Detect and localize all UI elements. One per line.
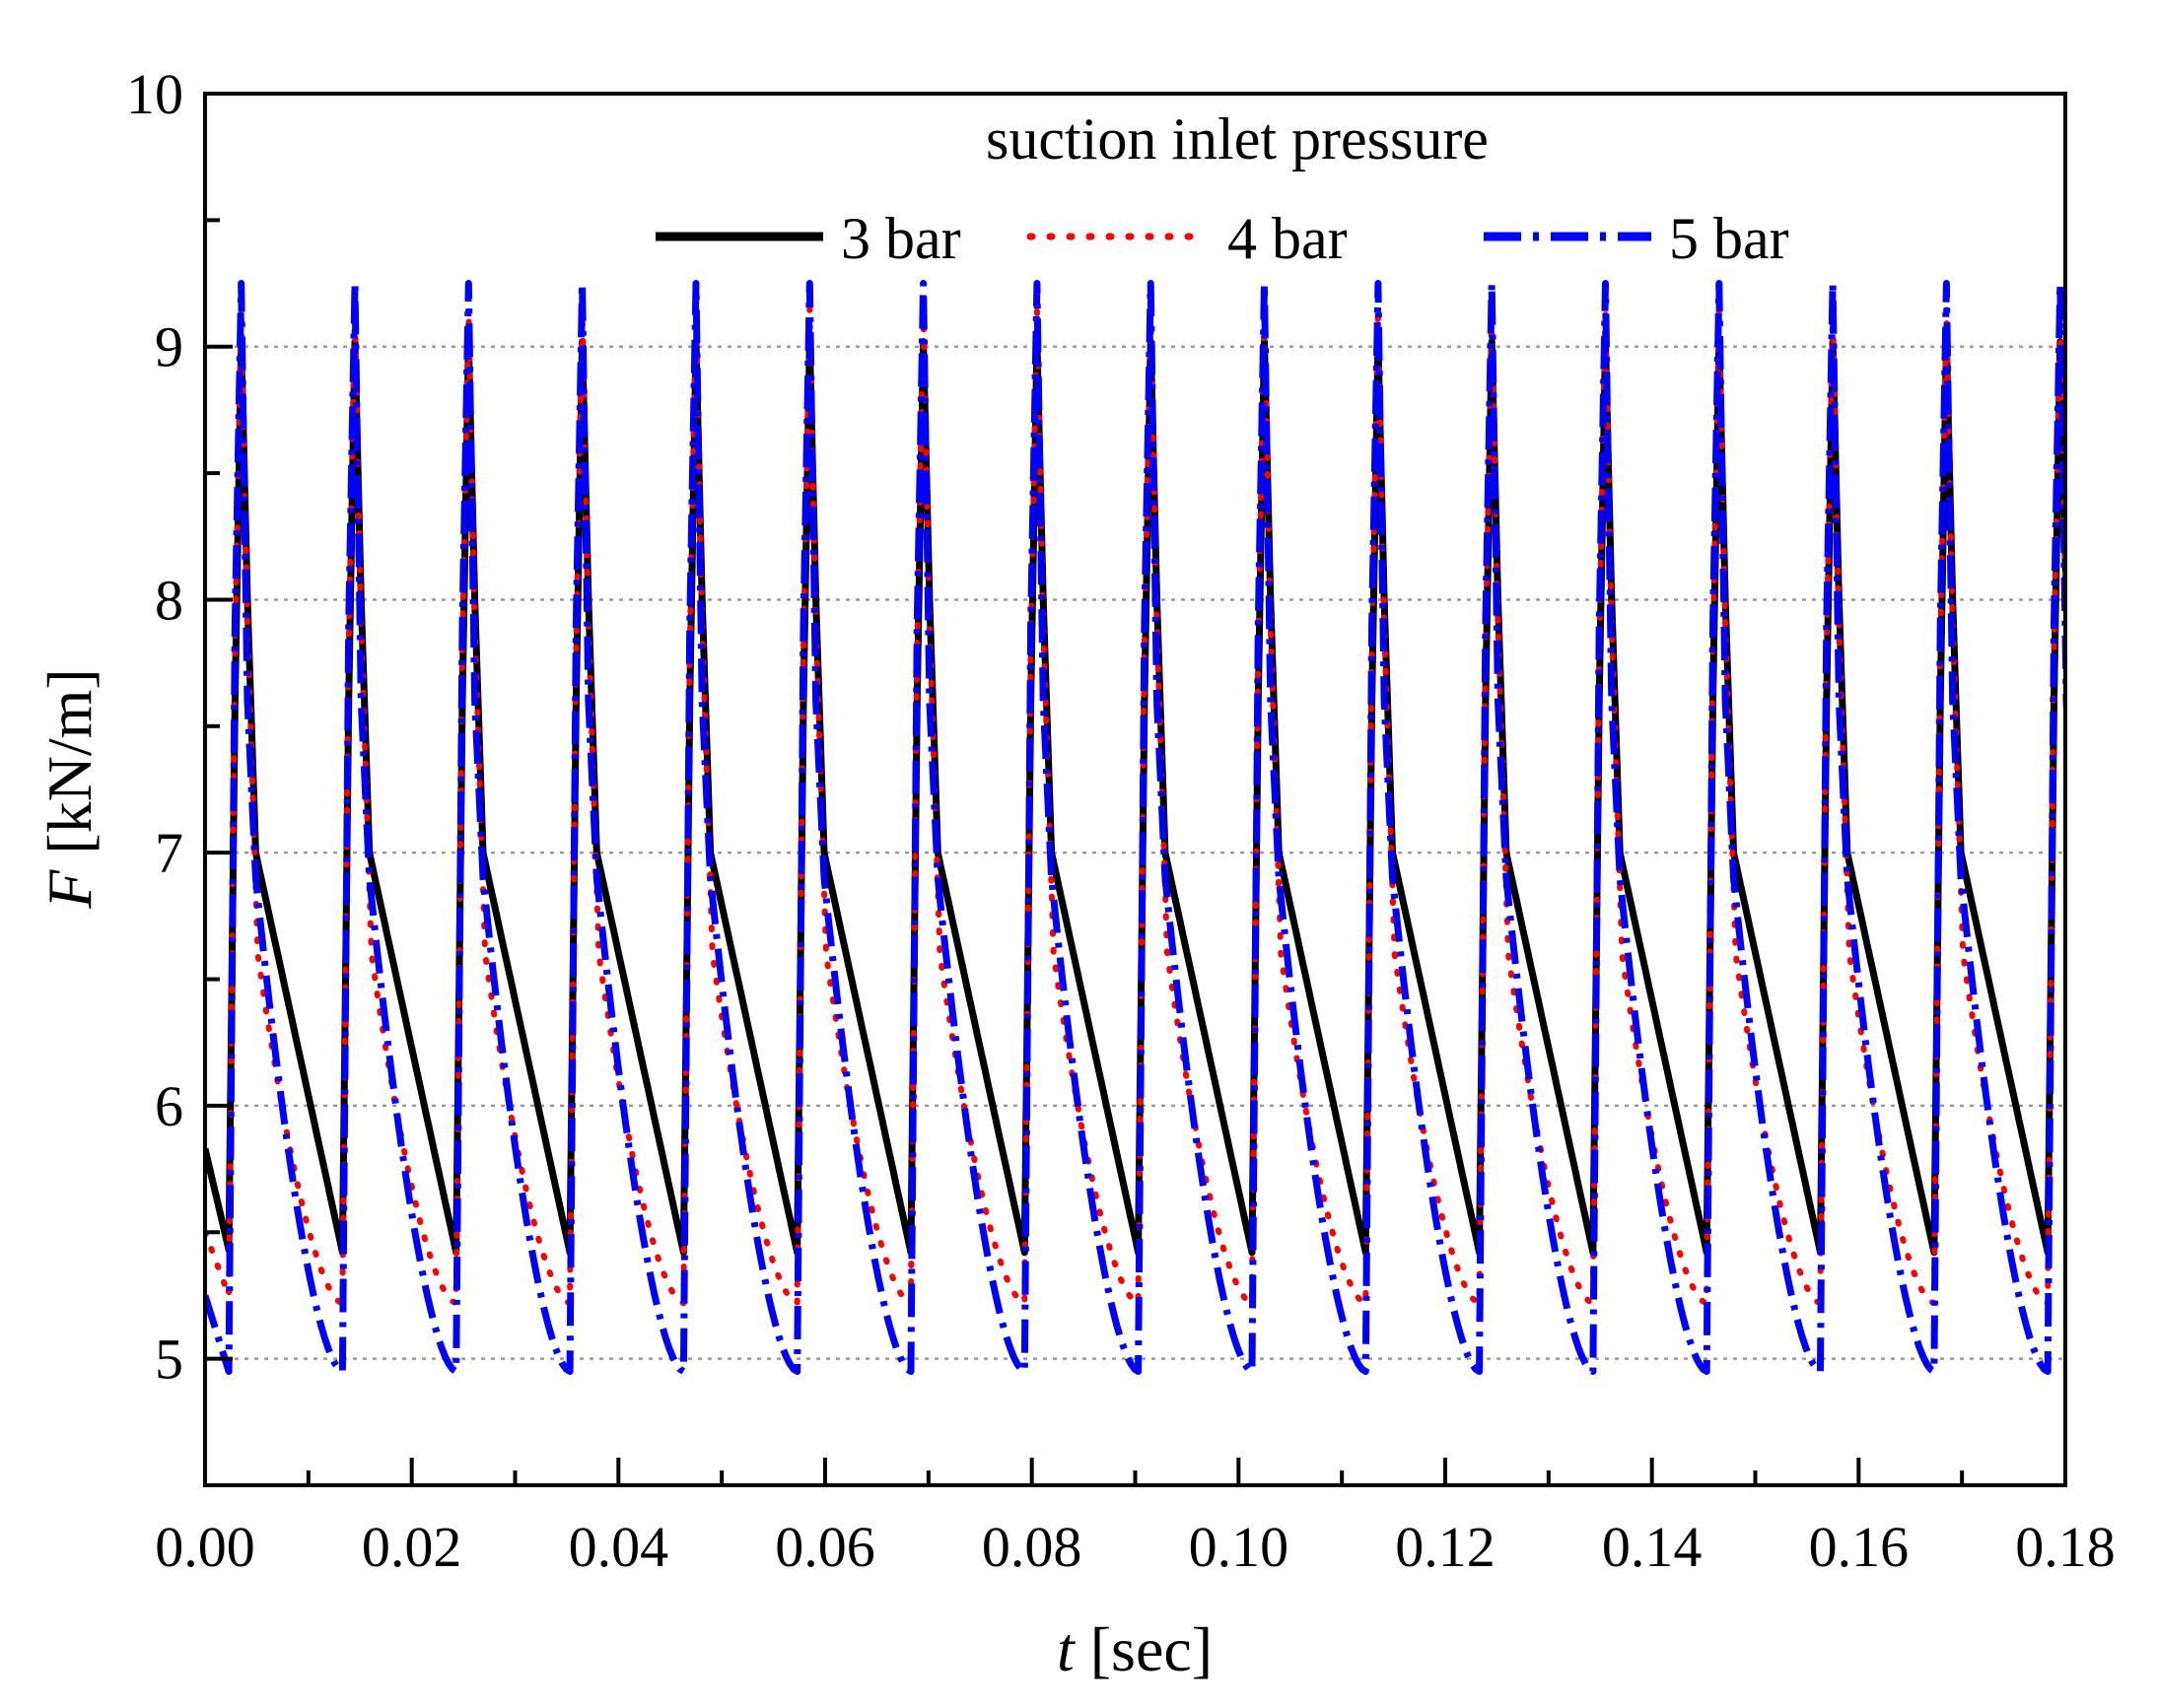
legend-label-3-bar: 3 bar	[841, 206, 961, 271]
y-tick-label-8: 8	[155, 568, 183, 632]
x-tick-label-0.12: 0.12	[1395, 1515, 1496, 1579]
y-tick-label-10: 10	[126, 62, 183, 126]
legend-title: suction inlet pressure	[986, 106, 1489, 171]
y-axis-unit: [kN/m]	[35, 668, 104, 869]
x-axis-title: t [sec]	[1057, 1614, 1213, 1684]
x-tick-label-0.14: 0.14	[1602, 1515, 1703, 1579]
x-tick-label-0.10: 0.10	[1189, 1515, 1289, 1579]
legend-label-4-bar: 4 bar	[1227, 206, 1348, 271]
y-axis-variable: F	[35, 869, 104, 910]
x-tick-label-0.16: 0.16	[1809, 1515, 1910, 1579]
x-axis-unit: [sec]	[1075, 1614, 1213, 1684]
x-tick-label-0.08: 0.08	[982, 1515, 1082, 1579]
series-line-3-bar	[205, 338, 2065, 1257]
y-tick-label-5: 5	[155, 1328, 183, 1392]
y-axis-title: F [kN/m]	[35, 668, 104, 910]
series-layer	[205, 280, 2065, 1375]
x-tick-label-0.18: 0.18	[2015, 1515, 2116, 1579]
x-tick-label-0.00: 0.00	[155, 1515, 255, 1579]
y-tick-label-6: 6	[155, 1074, 183, 1138]
y-tick-label-7: 7	[155, 821, 183, 885]
series-line-4-bar	[205, 306, 2065, 1307]
x-axis: 0.00 0.02 0.04 0.06 0.08 0.10 0.12 0.14 0.16 0.18	[155, 1458, 2116, 1579]
y-tick-label-9: 9	[155, 315, 183, 379]
legend-label-5-bar: 5 bar	[1669, 206, 1789, 271]
x-axis-variable: t	[1057, 1614, 1077, 1684]
x-tick-label-0.06: 0.06	[775, 1515, 875, 1579]
legend: suction inlet pressure 3 bar 4 bar 5 bar	[656, 106, 1789, 271]
y-axis: 5 6 7 8 9 10	[126, 62, 233, 1487]
series-line-5-bar	[205, 280, 2065, 1375]
x-tick-label-0.02: 0.02	[362, 1515, 462, 1579]
x-tick-label-0.04: 0.04	[569, 1515, 669, 1579]
